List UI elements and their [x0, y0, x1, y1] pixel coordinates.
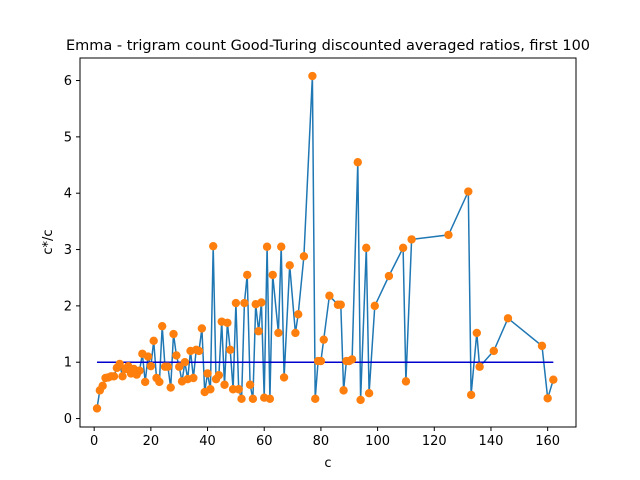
- data-point: [245, 380, 255, 389]
- x-tick-label: 120: [422, 434, 447, 449]
- x-tick-label: 100: [365, 434, 390, 449]
- x-tick-label: 60: [256, 434, 273, 449]
- data-point: [163, 362, 173, 371]
- data-point: [140, 377, 150, 387]
- y-tick-label: 5: [64, 130, 72, 145]
- data-point: [234, 385, 243, 394]
- data-point: [243, 270, 252, 280]
- data-point: [308, 71, 317, 81]
- y-tick-label: 3: [64, 243, 72, 258]
- data-point: [291, 328, 300, 338]
- data-point: [444, 230, 453, 240]
- data-point: [240, 298, 249, 308]
- data-point: [277, 242, 286, 251]
- data-point: [347, 355, 357, 364]
- data-point: [214, 370, 224, 380]
- data-point: [220, 380, 229, 389]
- data-point: [475, 362, 484, 371]
- data-point: [384, 271, 394, 281]
- data-point: [157, 321, 167, 331]
- data-point: [197, 324, 207, 333]
- data-point: [362, 243, 371, 253]
- data-point: [407, 235, 416, 244]
- data-point: [226, 345, 235, 355]
- data-point: [336, 300, 345, 309]
- data-point: [489, 346, 499, 356]
- data-point: [356, 395, 365, 405]
- data-point: [353, 158, 362, 167]
- data-point: [115, 359, 124, 369]
- data-point: [169, 329, 178, 339]
- y-tick-label: 2: [64, 299, 72, 314]
- data-point: [146, 361, 156, 371]
- data-point: [370, 301, 379, 311]
- y-tick-label: 4: [64, 187, 72, 202]
- data-point: [149, 336, 158, 346]
- data-point: [364, 388, 374, 398]
- data-point: [464, 187, 473, 196]
- x-tick-label: 140: [479, 434, 504, 449]
- data-point: [257, 298, 266, 307]
- x-axis-label: c: [324, 456, 331, 471]
- data-point: [325, 291, 334, 300]
- data-point: [98, 381, 107, 391]
- data-point: [254, 327, 263, 336]
- x-axis: 0 20 40 60 80 100 120 140 160: [90, 427, 560, 449]
- data-point: [268, 270, 277, 280]
- data-point: [316, 356, 326, 366]
- data-point: [175, 362, 184, 371]
- data-point: [180, 358, 190, 367]
- data-point: [279, 373, 289, 382]
- data-point: [203, 369, 212, 378]
- data-point: [466, 390, 476, 400]
- data-point: [166, 383, 175, 392]
- data-point: [274, 328, 283, 338]
- data-point: [549, 375, 558, 384]
- data-point: [311, 394, 320, 404]
- data-point: [135, 366, 144, 375]
- data-point: [189, 373, 198, 383]
- data-point: [248, 394, 258, 404]
- data-point: [231, 298, 241, 308]
- data-point: [339, 386, 348, 395]
- data-point: [285, 261, 294, 270]
- data-point: [262, 242, 272, 251]
- y-tick-label: 1: [64, 356, 72, 371]
- data-point: [503, 314, 513, 323]
- x-tick-label: 40: [199, 434, 216, 449]
- data-point: [398, 243, 408, 253]
- data-point: [143, 352, 153, 361]
- data-point: [118, 372, 127, 381]
- data-point: [209, 241, 218, 251]
- y-axis: 0 1 2 3 4 5 6: [64, 74, 80, 427]
- x-tick-label: 160: [535, 434, 560, 449]
- y-axis-label: c*/c: [41, 229, 56, 254]
- data-point: [401, 377, 411, 386]
- data-point: [92, 404, 102, 413]
- data-point: [194, 346, 204, 356]
- data-point: [155, 377, 164, 387]
- data-point: [109, 372, 119, 381]
- x-tick-label: 0: [90, 434, 98, 449]
- x-tick-label: 20: [143, 434, 160, 449]
- axes-frame: [79, 57, 577, 428]
- chart-title: Emma - trigram count Good-Turing discoun…: [66, 38, 590, 54]
- data-point: [537, 341, 547, 351]
- data-point: [319, 335, 328, 344]
- data-point: [265, 394, 275, 404]
- plot-area: [92, 71, 558, 413]
- data-point: [237, 394, 246, 404]
- y-tick-label: 0: [64, 412, 72, 427]
- data-point: [206, 385, 215, 394]
- data-point: [543, 394, 552, 403]
- data-point: [223, 318, 232, 327]
- data-point: [172, 351, 181, 360]
- data-point: [472, 328, 481, 338]
- data-point: [294, 310, 303, 319]
- data-point: [299, 252, 309, 261]
- y-tick-label: 6: [64, 74, 72, 89]
- x-tick-label: 80: [313, 434, 330, 449]
